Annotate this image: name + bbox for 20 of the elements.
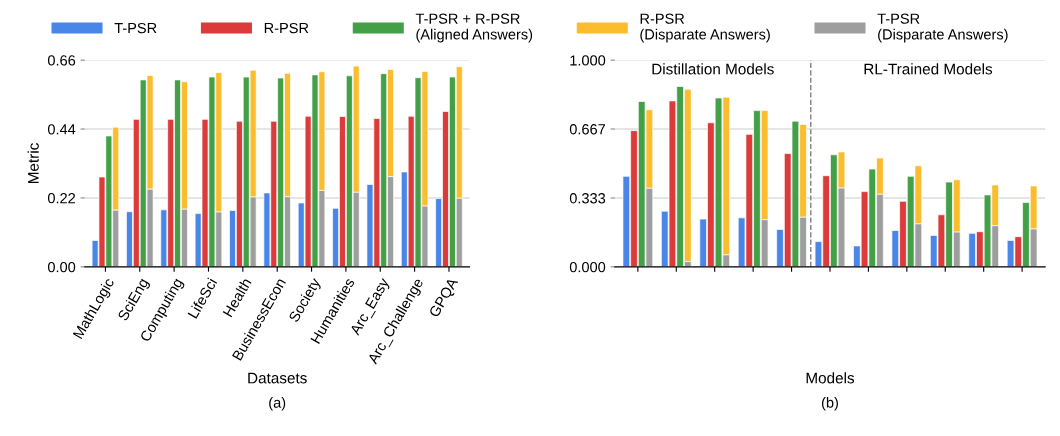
y-tick-label: 0.333 [569, 193, 606, 204]
y-axis-title: Metric [27, 143, 39, 184]
text: (a) [269, 397, 286, 411]
annotation: Distillation Models [652, 63, 774, 75]
y-tick-label: 0.44 [47, 124, 76, 135]
text: (b) [821, 397, 838, 411]
legend-label: T-PSR + R-PSR (Aligned Answers) [415, 13, 533, 43]
y-tick-label: 1.000 [570, 55, 606, 66]
annotation: RL-Trained Models [864, 63, 993, 75]
legend-label: R-PSR [264, 22, 309, 34]
y-tick-label: 0.00 [47, 261, 76, 273]
y-tick-label: 0.66 [47, 55, 76, 66]
legend-label: R-PSR (Disparate Answers) [640, 13, 770, 43]
x-axis-title: Datasets [248, 372, 307, 384]
x-axis-title: Models [806, 372, 855, 384]
y-tick-label: 0.667 [569, 124, 606, 135]
legend-label: T-PSR [114, 22, 157, 34]
y-tick-label: 0.22 [47, 193, 76, 204]
y-tick-label: 0.000 [569, 261, 606, 273]
legend-label: T-PSR (Disparate Answers) [877, 13, 1008, 43]
